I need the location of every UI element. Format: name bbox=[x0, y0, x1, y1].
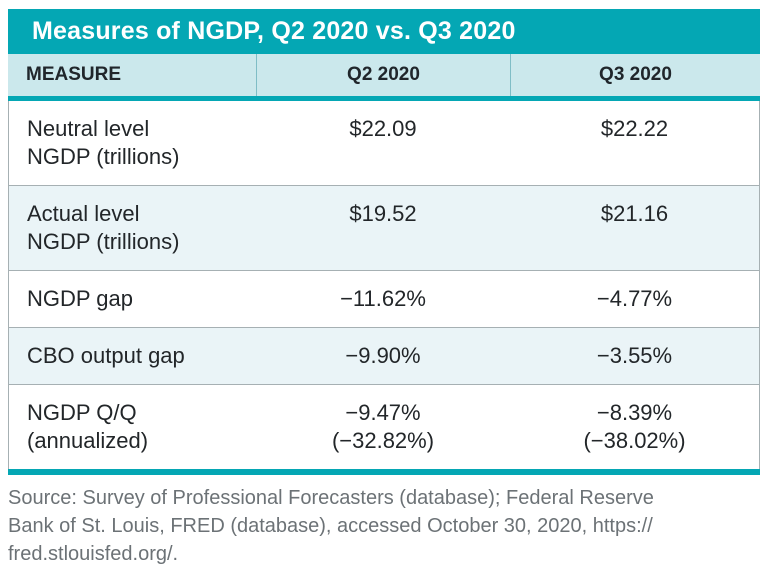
measure-cell: Neutral level NGDP (trillions) bbox=[9, 101, 256, 185]
measure-cell: Actual level NGDP (trillions) bbox=[9, 186, 256, 270]
q3-value: −4.77% bbox=[596, 286, 673, 311]
q3-value-cell: −4.77% bbox=[510, 271, 759, 327]
ngdp-measures-figure: Measures of NGDP, Q2 2020 vs. Q3 2020 ME… bbox=[8, 9, 760, 475]
q3-value: −8.39% bbox=[596, 400, 673, 425]
column-header-q3-2020: Q3 2020 bbox=[510, 54, 760, 96]
table-body: Neutral level NGDP (trillions) $22.09 $2… bbox=[8, 101, 760, 469]
source-note-line: Bank of St. Louis, FRED (database), acce… bbox=[8, 515, 653, 537]
measure-label: Actual level NGDP (trillions) bbox=[27, 201, 180, 254]
table-title-bar: Measures of NGDP, Q2 2020 vs. Q3 2020 bbox=[8, 9, 760, 54]
q2-value-cell: −11.62% bbox=[256, 271, 510, 327]
table-bottom-rule bbox=[8, 469, 760, 475]
source-note-line: Source: Survey of Professional Forecaste… bbox=[8, 487, 654, 509]
q3-value-cell: $21.16 bbox=[510, 186, 759, 270]
q2-value: $22.09 bbox=[349, 116, 417, 141]
q2-value-cell: $22.09 bbox=[256, 101, 510, 185]
measure-label: NGDP gap bbox=[27, 286, 133, 311]
table-title: Measures of NGDP, Q2 2020 vs. Q3 2020 bbox=[32, 17, 516, 45]
measure-label: CBO output gap bbox=[27, 343, 185, 368]
q3-value: $22.22 bbox=[600, 116, 669, 141]
table-row: Neutral level NGDP (trillions) $22.09 $2… bbox=[9, 101, 759, 186]
q2-value: −9.90% bbox=[345, 343, 421, 368]
q2-subvalue: (−32.82%) bbox=[331, 428, 435, 453]
q3-subvalue: (−38.02%) bbox=[583, 428, 686, 453]
measure-cell: NGDP Q/Q (annualized) bbox=[9, 385, 256, 469]
table-row: Actual level NGDP (trillions) $19.52 $21… bbox=[9, 186, 759, 271]
table-header-row: MEASURE Q2 2020 Q3 2020 bbox=[8, 54, 760, 101]
source-note: Source: Survey of Professional Forecaste… bbox=[8, 484, 760, 568]
table-row: NGDP Q/Q (annualized) −9.47% (−32.82%) −8… bbox=[9, 385, 759, 469]
q2-value: −9.47% bbox=[345, 400, 421, 425]
table-row: NGDP gap −11.62% −4.77% bbox=[9, 271, 759, 328]
column-header-q2-2020: Q2 2020 bbox=[256, 54, 510, 96]
q2-value: $19.52 bbox=[349, 201, 417, 226]
table-row: CBO output gap −9.90% −3.55% bbox=[9, 328, 759, 385]
q2-value-cell: −9.47% (−32.82%) bbox=[256, 385, 510, 469]
column-header-measure: MEASURE bbox=[26, 64, 122, 85]
measure-cell: NGDP gap bbox=[9, 271, 256, 327]
measure-cell: CBO output gap bbox=[9, 328, 256, 384]
measure-label: Neutral level NGDP (trillions) bbox=[27, 116, 180, 169]
q3-value: −3.55% bbox=[596, 343, 673, 368]
measure-label: NGDP Q/Q (annualized) bbox=[27, 400, 149, 453]
q2-value-cell: −9.90% bbox=[256, 328, 510, 384]
q3-value: $21.16 bbox=[600, 201, 669, 226]
q2-value: −11.62% bbox=[340, 286, 426, 311]
q3-value-cell: $22.22 bbox=[510, 101, 759, 185]
q2-value-cell: $19.52 bbox=[256, 186, 510, 270]
q3-value-cell: −3.55% bbox=[510, 328, 759, 384]
q3-value-cell: −8.39% (−38.02%) bbox=[510, 385, 759, 469]
source-note-line: fred.stlouisfed.org/. bbox=[8, 543, 179, 565]
